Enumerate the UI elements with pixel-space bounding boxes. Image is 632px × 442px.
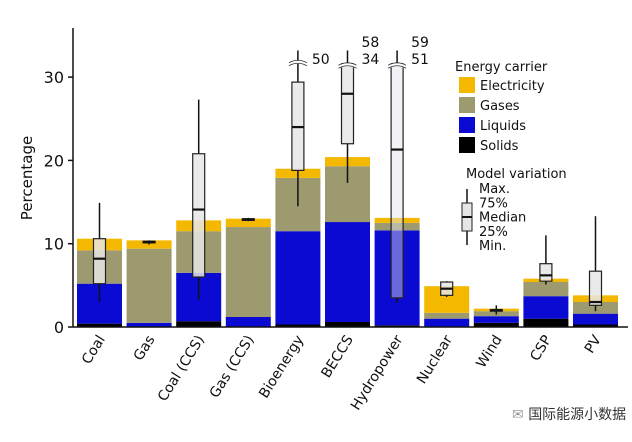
box-iqr	[92, 238, 107, 285]
legend-label: Electricity	[480, 79, 545, 94]
model-variation-label: Median	[479, 211, 526, 226]
wechat-icon: ✉	[512, 407, 524, 423]
axis-break	[338, 62, 357, 69]
bar-electricity	[374, 217, 420, 223]
x-tick-label: Gas	[131, 333, 159, 364]
bar-gases	[374, 222, 420, 231]
watermark: ✉ 国际能源小数据	[512, 407, 627, 423]
x-tick-label: Coal (CCS)	[155, 333, 208, 405]
bar-solids	[473, 322, 519, 327]
legend-title: Energy carrier	[455, 60, 548, 75]
legend-label: Solids	[480, 139, 519, 154]
box-iqr	[390, 63, 404, 299]
bar-solids	[176, 321, 222, 327]
x-tick-label: Coal	[79, 333, 109, 368]
x-tick-label: Wind	[473, 333, 505, 371]
x-tick-label: Bioenergy	[256, 333, 307, 402]
bar-gases	[126, 248, 172, 323]
legend-label: Liquids	[480, 119, 526, 134]
axis-break	[387, 63, 407, 69]
box-iqr	[192, 153, 206, 278]
legend-label: Gases	[480, 99, 520, 114]
x-tick-label: BECCS	[318, 333, 356, 381]
y-tick-label: 20	[44, 151, 64, 170]
x-tick-label: CSP	[527, 333, 555, 364]
bar-liquids	[523, 296, 569, 319]
axis-break	[387, 62, 407, 69]
axis-break	[288, 60, 308, 67]
bar-solids	[573, 324, 618, 327]
x-tick-label: Nuclear	[414, 332, 456, 386]
bar-liquids	[424, 318, 470, 327]
box-iqr	[539, 263, 553, 282]
x-tick-label: PV	[582, 332, 605, 356]
legend-swatch-gases	[459, 97, 475, 113]
max-value-label: 58	[362, 35, 380, 51]
legend-swatch-solids	[459, 137, 475, 153]
box-iqr	[340, 63, 355, 145]
axis-break	[337, 63, 358, 69]
bar-gases	[523, 282, 569, 297]
model-variation-label: 25%	[479, 225, 508, 240]
bar-gases	[424, 312, 470, 319]
bar-solids	[325, 322, 370, 327]
q3-value-label: 34	[362, 52, 380, 68]
bar-solids	[523, 318, 569, 327]
bar-solids	[275, 324, 321, 327]
max-value-label: 50	[312, 52, 330, 68]
q3-value-label: 51	[411, 52, 429, 68]
bar-solids	[374, 325, 420, 327]
legend-swatch-electricity	[459, 77, 475, 93]
box-iqr	[588, 270, 603, 306]
model-variation-label: Max.	[479, 182, 510, 197]
bar-gases	[225, 227, 271, 318]
bar-liquids	[573, 313, 618, 325]
model-variation-title: Model variation	[466, 167, 567, 182]
x-tick-label: Hydropower	[348, 332, 407, 413]
bar-liquids	[225, 317, 271, 327]
legend-swatch-liquids	[459, 117, 475, 133]
bar-liquids	[325, 222, 370, 323]
bar-liquids	[126, 322, 172, 327]
bar-liquids	[473, 316, 519, 323]
model-variation-label: 75%	[479, 196, 508, 211]
bar-solids	[77, 323, 122, 327]
y-tick-label: 10	[44, 235, 64, 254]
y-tick-label: 0	[54, 318, 64, 337]
axis-break	[288, 59, 308, 67]
bar-liquids	[374, 230, 420, 326]
max-value-label: 59	[411, 35, 429, 51]
y-tick-label: 30	[44, 68, 64, 87]
x-tick-label: Gas (CCS)	[207, 333, 258, 401]
y-axis-label: Percentage	[18, 136, 36, 220]
model-variation-label: Min.	[479, 239, 506, 254]
bar-electricity	[225, 218, 271, 228]
bar-liquids	[275, 231, 321, 325]
